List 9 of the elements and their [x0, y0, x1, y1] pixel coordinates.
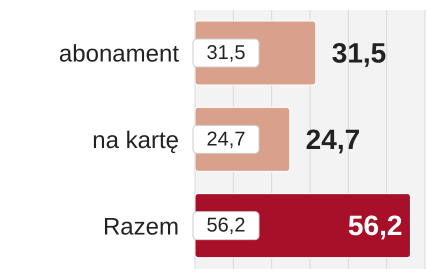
data-label: 24,7 — [206, 128, 246, 150]
text: 31,5 — [332, 38, 386, 68]
data-label: 56,2 — [206, 214, 246, 237]
y-tick-label: Razem — [102, 213, 179, 240]
y-tick-label: na kartę — [92, 127, 179, 154]
text: 24,7 — [306, 124, 360, 155]
y-tick-label: abonament — [58, 40, 180, 68]
text: 56,2 — [348, 210, 402, 242]
data-label: 31,5 — [206, 42, 246, 64]
